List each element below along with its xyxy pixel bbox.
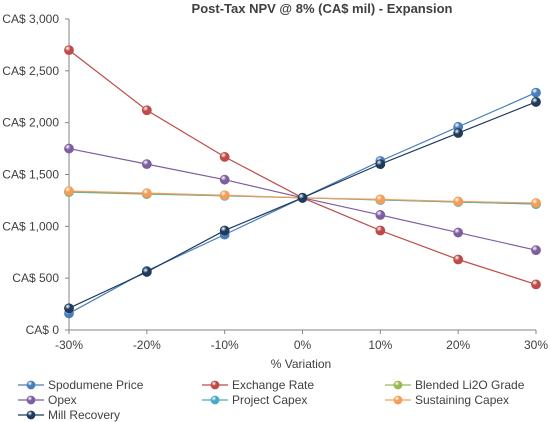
legend-label: Blended Li2O Grade	[415, 378, 525, 392]
y-tick-label: CA$ 1,000	[2, 219, 59, 233]
x-tick-label: 0%	[294, 338, 312, 352]
data-point-exchange-rate	[531, 279, 541, 290]
data-point-exchange-rate	[64, 45, 74, 55]
y-tick-label: CA$ 2,500	[2, 64, 59, 78]
legend-label: Sustaining Capex	[415, 393, 509, 407]
legend-item-spodumene-price: Spodumene Price	[18, 378, 144, 392]
legend-marker	[393, 395, 403, 405]
x-tick-label: 10%	[368, 338, 392, 352]
y-tick-label: CA$ 0	[26, 323, 60, 337]
legend-label: Opex	[48, 393, 77, 407]
series-mill-recovery	[64, 97, 541, 314]
x-tick-label: -10%	[211, 338, 239, 352]
legend-item-sustaining-capex: Sustaining Capex	[385, 393, 509, 407]
data-point-mill-recovery	[375, 159, 386, 170]
legend-item-exchange-rate: Exchange Rate	[202, 378, 314, 392]
chart-axes	[68, 19, 536, 331]
legend-label: Mill Recovery	[48, 408, 120, 422]
data-point-mill-recovery	[297, 192, 308, 203]
series-spodumene-price	[64, 87, 541, 319]
data-point-exchange-rate	[219, 151, 230, 162]
data-point-mill-recovery	[219, 225, 230, 236]
data-point-sustaining-capex	[141, 188, 152, 199]
data-point-opex	[64, 143, 74, 154]
legend-marker	[26, 395, 36, 405]
x-tick-label: -20%	[133, 338, 161, 352]
legend-item-blended-li2o-grade: Blended Li2O Grade	[385, 378, 525, 392]
series-group	[64, 45, 541, 319]
data-point-sustaining-capex	[219, 190, 230, 201]
data-point-spodumene-price	[531, 87, 541, 98]
legend-label: Spodumene Price	[48, 378, 144, 392]
data-point-sustaining-capex	[453, 196, 464, 207]
legend-marker	[210, 380, 220, 390]
legend-item-project-capex: Project Capex	[202, 393, 307, 407]
data-point-opex	[219, 174, 230, 185]
y-tick-label: CA$ 1,500	[2, 168, 59, 182]
data-point-sustaining-capex	[531, 198, 541, 208]
y-axis-ticks: CA$ 0 CA$ 500 CA$ 1,000 CA$ 1,500 CA$ 2,000 C…	[2, 12, 69, 337]
data-point-exchange-rate	[375, 225, 386, 236]
series-line-mill-recovery	[68, 101, 537, 309]
y-tick-label: CA$ 2,000	[2, 116, 59, 130]
legend-marker	[26, 380, 36, 390]
series-exchange-rate	[64, 45, 541, 290]
data-point-opex	[141, 159, 152, 170]
data-point-opex	[453, 227, 464, 238]
data-point-opex	[375, 210, 386, 220]
legend-item-mill-recovery: Mill Recovery	[18, 408, 120, 422]
y-tick-label: CA$ 500	[12, 271, 59, 285]
legend-marker	[210, 395, 220, 405]
data-point-mill-recovery	[453, 128, 464, 138]
x-axis-ticks: -30% -20% -10% 0% 10% 20% 30%	[55, 330, 548, 352]
legend-label: Project Capex	[232, 393, 307, 407]
legend-item-opex: Opex	[18, 393, 77, 407]
data-point-mill-recovery	[531, 97, 541, 107]
series-line-spodumene-price	[68, 92, 537, 314]
data-point-sustaining-capex	[64, 186, 74, 196]
data-point-mill-recovery	[141, 267, 152, 277]
data-point-sustaining-capex	[375, 194, 386, 205]
data-point-exchange-rate	[141, 105, 152, 116]
legend-marker	[393, 380, 403, 390]
series-line-exchange-rate	[68, 49, 537, 285]
x-tick-label: -30%	[55, 338, 83, 352]
data-point-exchange-rate	[453, 254, 464, 265]
data-point-mill-recovery	[64, 303, 74, 314]
legend-label: Exchange Rate	[232, 378, 314, 392]
x-axis-label: % Variation	[271, 357, 331, 371]
chart-title: Post-Tax NPV @ 8% (CA$ mil) - Expansion	[192, 1, 453, 16]
data-point-opex	[531, 245, 541, 256]
x-tick-label: 20%	[446, 338, 470, 352]
legend-marker	[26, 410, 36, 420]
x-tick-label: 30%	[524, 338, 548, 352]
legend: Spodumene Price Exchange Rate Blended Li2O…	[18, 378, 525, 422]
y-tick-label: CA$ 3,000	[2, 12, 59, 26]
